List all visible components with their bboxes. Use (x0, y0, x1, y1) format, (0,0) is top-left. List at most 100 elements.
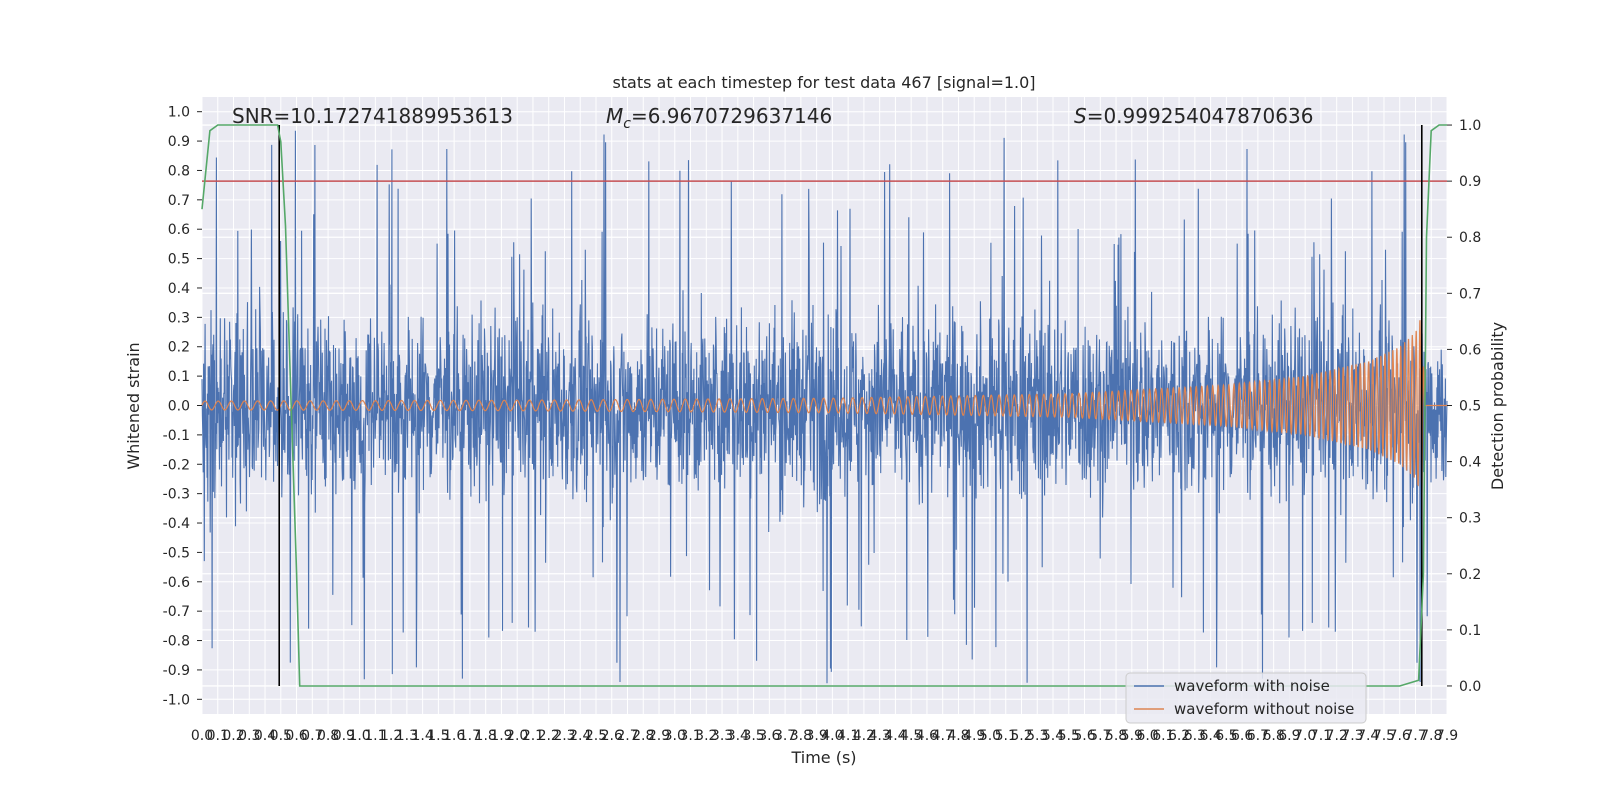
right-y-tick-label: 0.3 (1459, 511, 1481, 527)
x-tick-label: 1.1 (364, 728, 386, 744)
x-tick-label: 6.5 (1215, 728, 1237, 744)
x-tick-label: 4.1 (837, 728, 859, 744)
right-y-tick-label: 0.8 (1459, 230, 1481, 246)
left-y-tick-label: -0.8 (163, 634, 190, 650)
left-y-tick-label: 0.2 (168, 340, 190, 356)
left-y-tick-label: -0.2 (163, 457, 190, 473)
x-tick-label: 4.2 (853, 728, 875, 744)
x-tick-label: 6.7 (1247, 728, 1269, 744)
left-y-tick-label: 0.0 (168, 399, 190, 415)
left-y-tick-label: -0.4 (163, 516, 190, 532)
left-y-tick-label: 0.3 (168, 310, 190, 326)
x-tick-label: 5.6 (1073, 728, 1095, 744)
x-tick-label: 0.5 (270, 728, 292, 744)
left-y-tick-label: 0.1 (168, 369, 190, 385)
x-tick-label: 4.6 (916, 728, 938, 744)
left-y-tick-label: -0.1 (163, 428, 190, 444)
probability-line (201, 124, 1447, 687)
x-tick-label: 1.3 (396, 728, 418, 744)
x-tick-label: 3.6 (758, 728, 780, 744)
x-tick-label: 3.9 (805, 728, 827, 744)
x-tick-label: 2.8 (632, 728, 654, 744)
x-tick-label: 6.9 (1278, 728, 1300, 744)
legend: waveform with noise waveform without noi… (1125, 672, 1367, 724)
legend-label-signal: waveform without noise (1174, 700, 1354, 718)
signal-line (201, 320, 1447, 495)
x-tick-label: 5.1 (995, 728, 1017, 744)
x-tick-label: 1.9 (490, 728, 512, 744)
legend-label-noise: waveform with noise (1174, 677, 1330, 695)
x-tick-label: 2.7 (616, 728, 638, 744)
series-waveform-with-noise (201, 130, 1448, 684)
x-tick-label: 2.9 (648, 728, 670, 744)
left-y-tick-label: 0.4 (168, 281, 190, 297)
x-tick-label: 2.3 (553, 728, 575, 744)
s-symbol: S (1074, 104, 1087, 128)
x-tick-label: 6.0 (1136, 728, 1158, 744)
right-y-tick-label: 0.5 (1459, 399, 1481, 415)
left-y-tick-label: 0.8 (168, 163, 190, 179)
x-tick-label: 6.6 (1231, 728, 1253, 744)
x-tick-label: 6.4 (1199, 728, 1221, 744)
left-y-tick-label: -0.6 (163, 575, 190, 591)
series-waveform-without-noise (201, 320, 1447, 495)
x-tick-label: 3.4 (727, 728, 749, 744)
x-tick-label: 0.1 (207, 728, 229, 744)
x-tick-label: 6.2 (1168, 728, 1190, 744)
x-tick-label: 7.7 (1404, 728, 1426, 744)
right-y-tick-label: 0.2 (1459, 567, 1481, 583)
x-tick-label: 0.9 (333, 728, 355, 744)
noise-line (201, 130, 1448, 684)
x-tick-label: 5.0 (979, 728, 1001, 744)
x-tick-label: 7.5 (1373, 728, 1395, 744)
x-tick-label: 0.3 (238, 728, 260, 744)
x-tick-label: 0.7 (301, 728, 323, 744)
right-y-tick-label: 1.0 (1459, 118, 1481, 134)
chart-title: stats at each timestep for test data 467… (612, 73, 1035, 92)
x-tick-label: 1.0 (348, 728, 370, 744)
x-tick-label: 7.6 (1389, 728, 1411, 744)
x-tick-label: 3.2 (695, 728, 717, 744)
x-tick-label: 2.0 (506, 728, 528, 744)
x-tick-label: 0.6 (285, 728, 307, 744)
x-tick-label: 4.0 (821, 728, 843, 744)
x-tick-label: 7.4 (1357, 728, 1379, 744)
x-tick-label: 6.1 (1152, 728, 1174, 744)
left-y-axis-label: Whitened strain (124, 342, 143, 469)
x-tick-label: 4.3 (869, 728, 891, 744)
x-tick-label: 1.4 (412, 728, 434, 744)
right-y-tick-label: 0.1 (1459, 623, 1481, 639)
x-tick-label: 2.4 (569, 728, 591, 744)
x-tick-label: 5.2 (1010, 728, 1032, 744)
x-tick-label: 1.6 (443, 728, 465, 744)
chirp-mass-symbol: M (606, 104, 623, 128)
x-tick-label: 1.7 (459, 728, 481, 744)
x-tick-label: 0.2 (222, 728, 244, 744)
x-tick-label: 5.9 (1121, 728, 1143, 744)
right-y-tick-label: 0.4 (1459, 455, 1481, 471)
left-y-tick-label: 0.6 (168, 222, 190, 238)
snr-annotation: SNR=10.172741889953613 (232, 104, 513, 128)
x-tick-label: 1.5 (427, 728, 449, 744)
chirp-mass-annotation: Mc=6.9670729637146 (606, 104, 832, 132)
x-tick-label: 3.3 (711, 728, 733, 744)
x-tick-label: 3.8 (790, 728, 812, 744)
x-tick-label: 5.4 (1042, 728, 1064, 744)
x-tick-label: 4.7 (932, 728, 954, 744)
x-tick-label: 6.8 (1263, 728, 1285, 744)
x-tick-label: 7.1 (1310, 728, 1332, 744)
left-y-tick-label: -1.0 (163, 692, 190, 708)
x-tick-label: 2.1 (522, 728, 544, 744)
x-tick-label: 5.3 (1026, 728, 1048, 744)
chirp-mass-value: =6.9670729637146 (631, 104, 832, 128)
left-y-tick-label: 1.0 (168, 105, 190, 121)
left-y-tick-label: -0.9 (163, 663, 190, 679)
x-tick-label: 6.3 (1184, 728, 1206, 744)
x-tick-label: 3.7 (774, 728, 796, 744)
x-axis-label: Time (s) (790, 748, 856, 767)
x-tick-label: 0.0 (191, 728, 213, 744)
right-y-tick-label: 0.0 (1459, 679, 1481, 695)
x-tick-label: 7.8 (1420, 728, 1442, 744)
x-tick-label: 7.9 (1436, 728, 1458, 744)
